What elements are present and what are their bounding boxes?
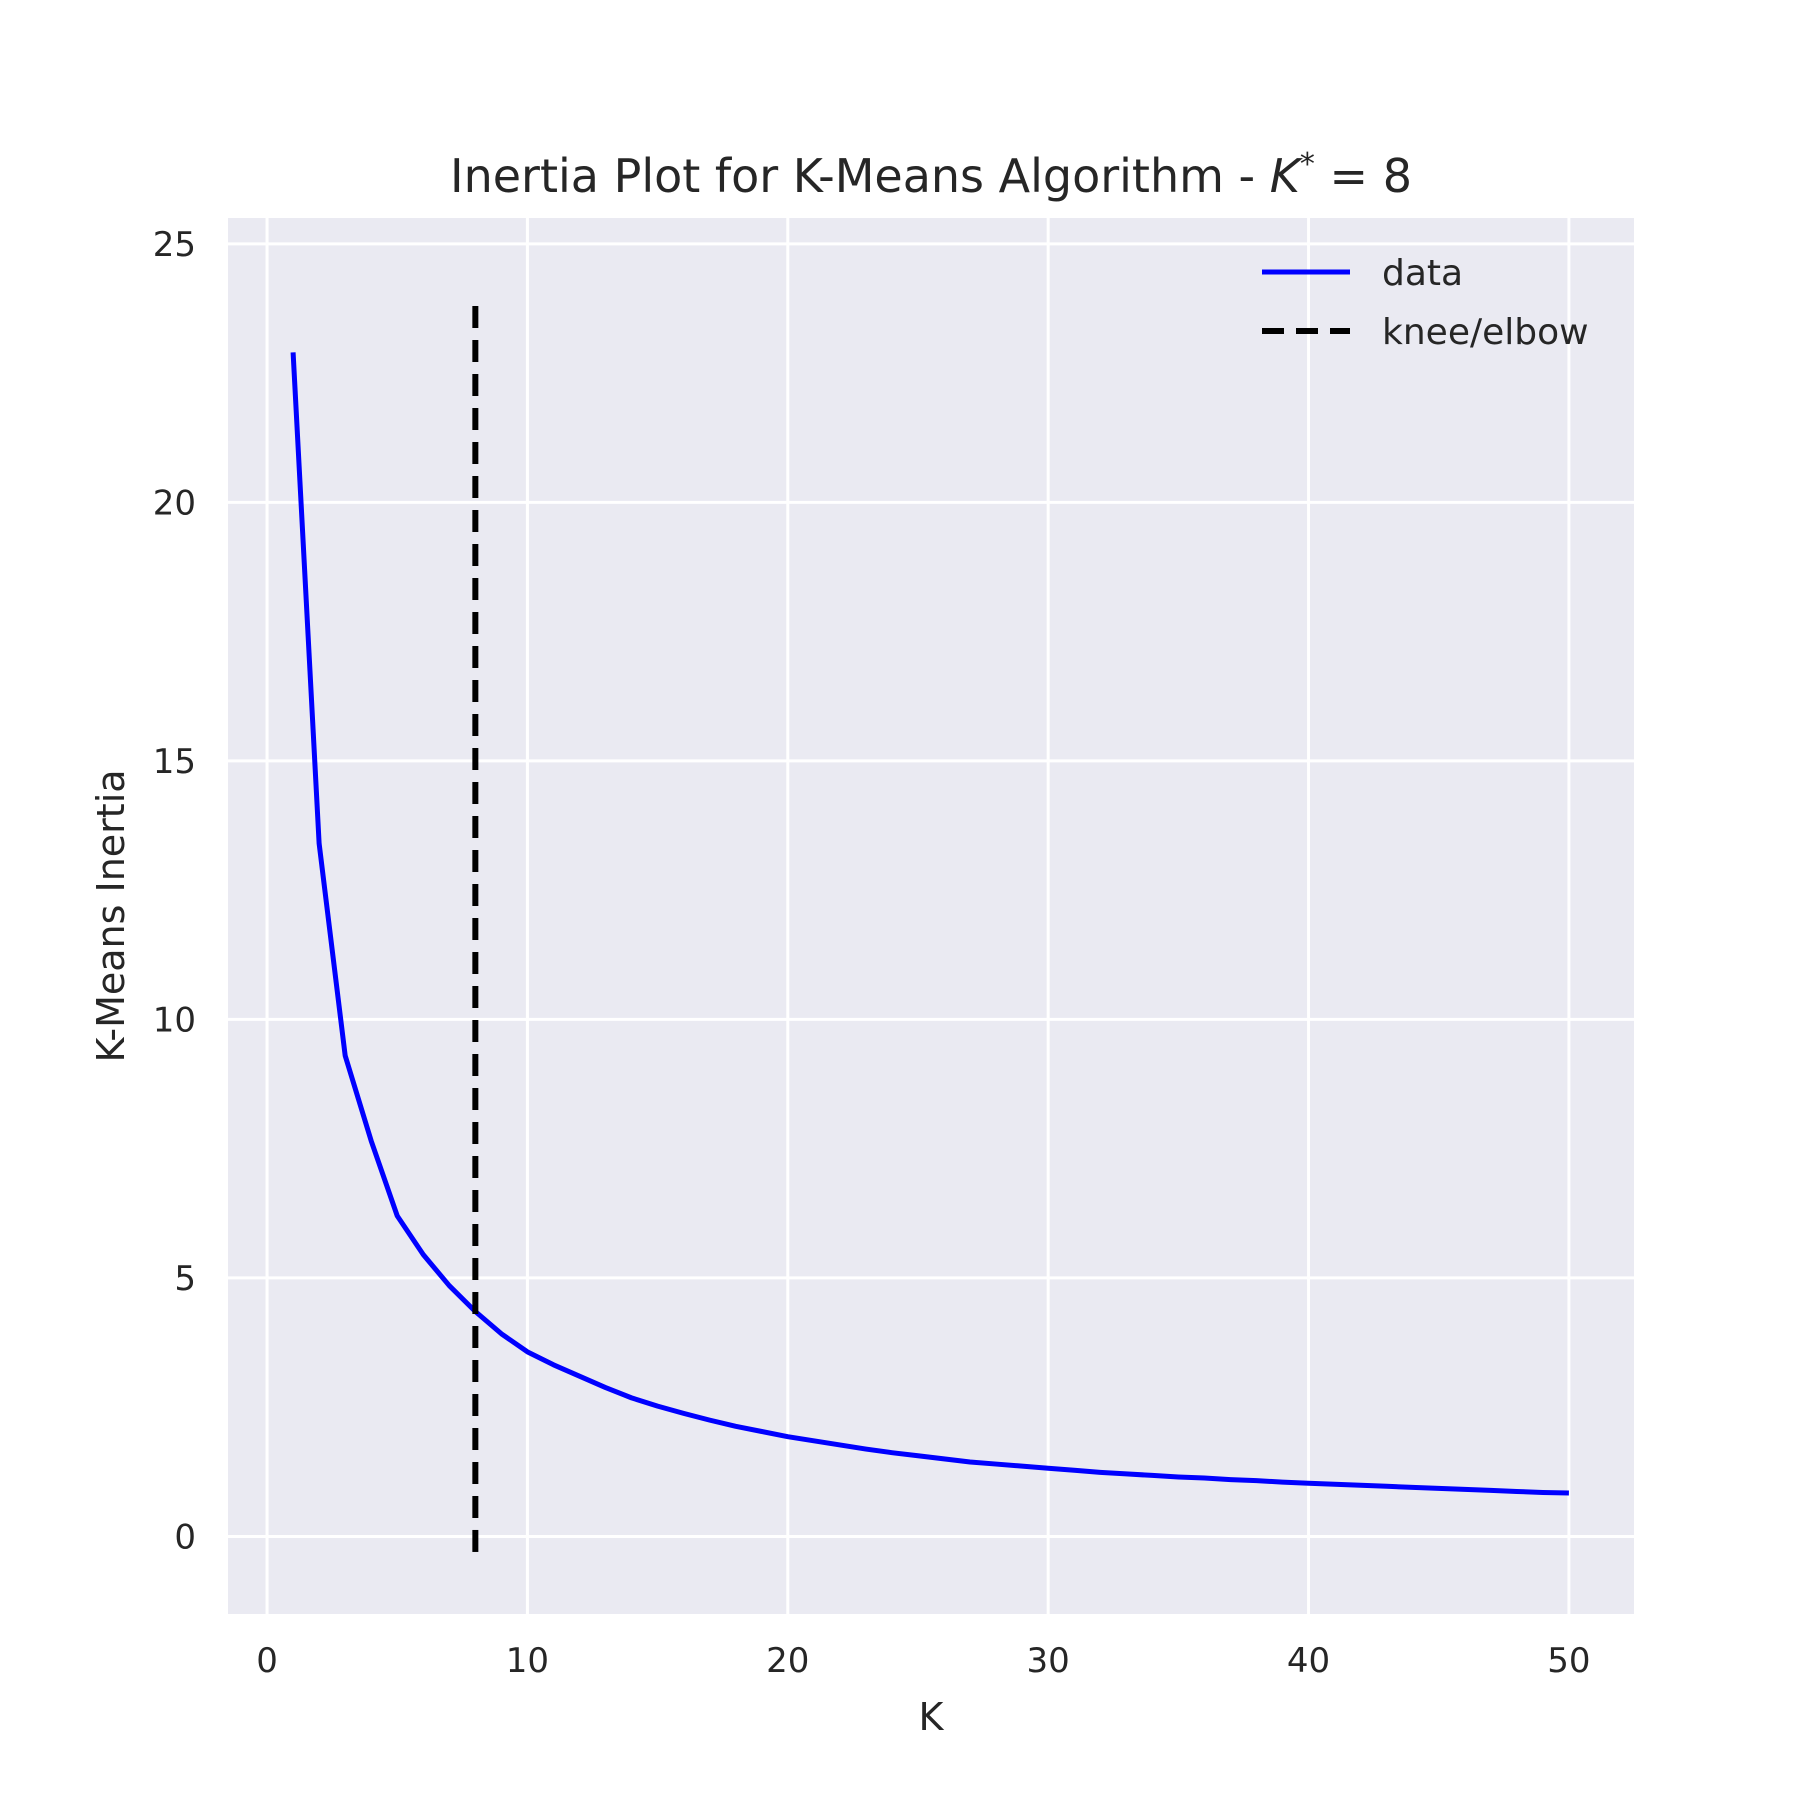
y-axis-ticks: 0 5 10 15 20 25 — [153, 225, 196, 1558]
title-suffix: = 8 — [1315, 149, 1412, 203]
data-series-line — [290, 352, 1569, 1496]
grid — [228, 218, 1634, 1614]
x-tick-label: 0 — [256, 1641, 278, 1681]
title-symbol: K — [1270, 149, 1304, 203]
x-tick-label: 30 — [1027, 1641, 1070, 1681]
series-layer — [290, 295, 1569, 1552]
x-tick-label: 40 — [1287, 1641, 1330, 1681]
y-tick-label: 5 — [174, 1259, 196, 1299]
y-tick-label: 20 — [153, 483, 196, 523]
legend-label-knee: knee/elbow — [1382, 312, 1589, 353]
title-main: Inertia Plot for K-Means Algorithm - — [450, 149, 1270, 203]
x-axis-label: K — [919, 1695, 945, 1739]
y-axis-label: K-Means Inertia — [89, 769, 133, 1062]
y-tick-label: 15 — [153, 742, 196, 782]
y-tick-label: 0 — [174, 1517, 196, 1557]
title-superscript: * — [1300, 147, 1315, 182]
legend-label-data: data — [1382, 253, 1463, 294]
y-tick-label: 25 — [153, 225, 196, 265]
chart-title: Inertia Plot for K-Means Algorithm - K* … — [450, 147, 1412, 203]
plot-area — [228, 218, 1634, 1614]
y-tick-label: 10 — [153, 1000, 196, 1040]
x-axis-ticks: 0 10 20 30 40 50 — [256, 1641, 1590, 1681]
legend: data knee/elbow — [1262, 253, 1589, 353]
x-tick-label: 10 — [506, 1641, 549, 1681]
x-tick-label: 50 — [1547, 1641, 1590, 1681]
x-tick-label: 20 — [766, 1641, 809, 1681]
